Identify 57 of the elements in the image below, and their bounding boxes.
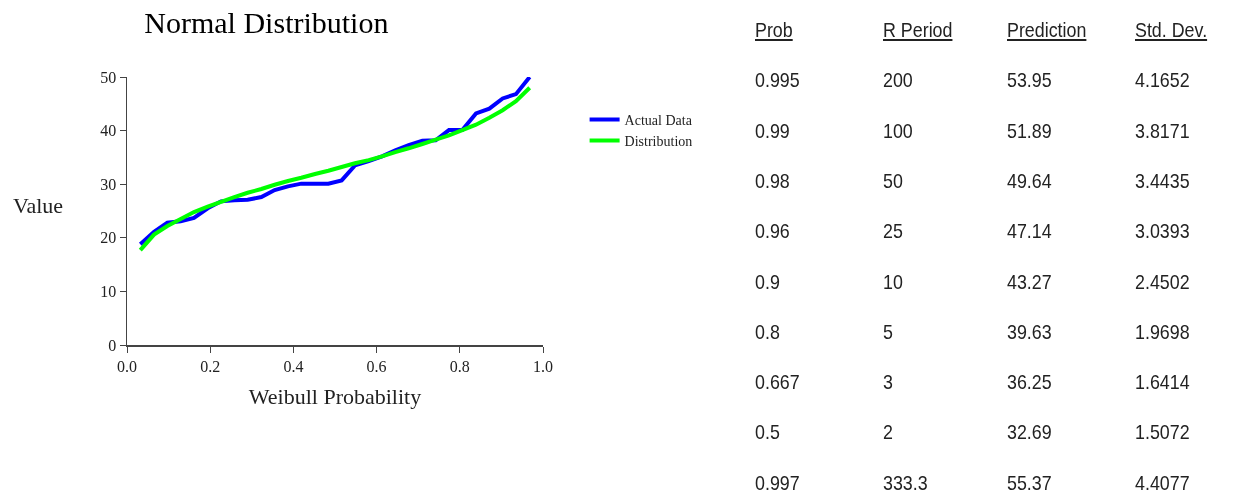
- text: 3.8171: [1135, 118, 1190, 143]
- text: 333.3: [883, 470, 928, 494]
- text: 49.64: [1007, 168, 1052, 193]
- text: 0.96: [755, 219, 790, 244]
- text: 36.25: [1007, 370, 1052, 395]
- text: 39.63: [1007, 319, 1052, 344]
- y-tick-label: 50: [100, 68, 117, 86]
- text: 5: [883, 319, 893, 344]
- text: 50: [883, 168, 903, 193]
- category-label: Prob: [755, 18, 793, 42]
- text: 47.14: [1007, 219, 1052, 244]
- category-label: Std. Dev.: [1135, 18, 1208, 42]
- x-tick-label: 1.0: [533, 357, 553, 375]
- text: 0.667: [755, 370, 800, 395]
- text: 3.0393: [1135, 219, 1190, 244]
- text: 3.4435: [1135, 168, 1190, 193]
- chart-title: Normal Distribution: [144, 6, 389, 40]
- text: 0.8: [755, 319, 780, 344]
- text: 10: [883, 269, 903, 294]
- legend-label: Distribution: [624, 134, 693, 150]
- text: 4.1652: [1135, 68, 1190, 93]
- text: 0.99: [755, 118, 790, 143]
- text: 1.6414: [1135, 370, 1190, 395]
- y-axis-title: Value: [13, 193, 64, 218]
- text: 0.997: [755, 470, 800, 494]
- y-tick-label: 30: [100, 175, 117, 193]
- text: 3: [883, 370, 893, 395]
- text: 55.37: [1007, 470, 1052, 494]
- text: 200: [883, 68, 913, 93]
- y-tick-label: 40: [100, 122, 117, 140]
- text: 100: [883, 118, 913, 143]
- category-label: Prediction: [1007, 18, 1087, 42]
- y-tick-label: 10: [100, 283, 117, 300]
- x-tick-label: 0.8: [449, 357, 470, 375]
- text: 51.89: [1007, 118, 1052, 143]
- x-tick-label: 0.0: [117, 357, 137, 375]
- text: 4.4077: [1135, 470, 1190, 494]
- text: 53.95: [1007, 68, 1052, 93]
- legend-label: Actual Data: [624, 112, 693, 128]
- text: 2.4502: [1135, 269, 1190, 294]
- text: 1.5072: [1135, 420, 1190, 445]
- y-tick-label: 20: [100, 229, 117, 247]
- y-tick-label: 0: [108, 336, 117, 354]
- category-label: R Period: [883, 18, 953, 42]
- text: 25: [883, 219, 903, 244]
- text: 0.995: [755, 68, 800, 93]
- x-axis-title: Weibull Probability: [248, 384, 422, 410]
- text: 0.9: [755, 269, 780, 294]
- text: 1.9698: [1135, 319, 1190, 344]
- x-tick-label: 0.2: [200, 357, 221, 375]
- x-tick-label: 0.4: [283, 357, 304, 375]
- text: 2: [883, 420, 893, 445]
- text: 32.69: [1007, 420, 1052, 445]
- x-tick-label: 0.6: [366, 357, 387, 375]
- text: 0.98: [755, 168, 790, 193]
- text: 0.5: [755, 420, 780, 445]
- text: 43.27: [1007, 269, 1052, 294]
